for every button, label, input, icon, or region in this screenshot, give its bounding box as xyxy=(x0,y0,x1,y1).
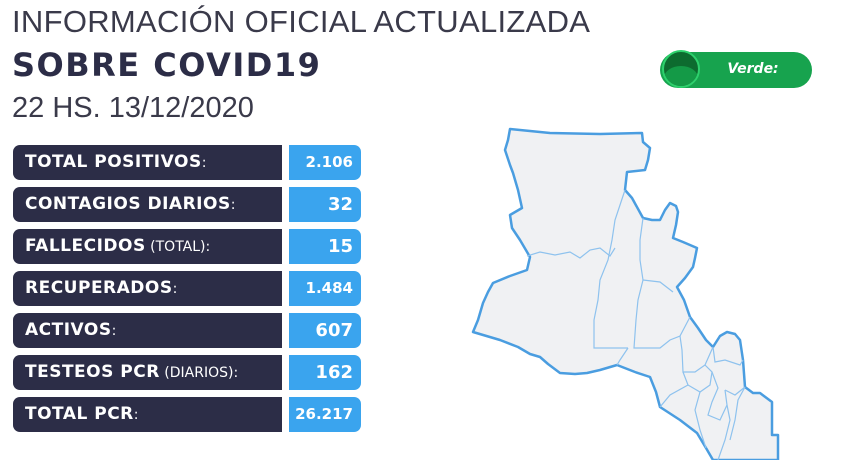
stat-label: TOTAL PCR: xyxy=(13,397,282,432)
stat-row-recuperados: RECUPERADOS: 1.484 xyxy=(13,271,361,306)
status-light-icon xyxy=(662,50,700,88)
stat-label: RECUPERADOS: xyxy=(13,271,282,306)
stat-label: ACTIVOS: xyxy=(13,313,282,348)
department-borders xyxy=(526,189,746,460)
header-datetime: 22 HS. 13/12/2020 xyxy=(12,92,254,124)
stat-value: 15 xyxy=(289,229,361,264)
stat-row-activos: ACTIVOS: 607 xyxy=(13,313,361,348)
province-outline xyxy=(471,127,780,460)
stat-row-fallecidos: FALLECIDOS (TOTAL): 15 xyxy=(13,229,361,264)
stat-value: 162 xyxy=(289,355,361,390)
stat-label: TESTEOS PCR (DIARIOS): xyxy=(13,355,282,390)
stat-value: 2.106 xyxy=(289,145,361,180)
stat-value: 26.217 xyxy=(289,397,361,432)
stat-label: TOTAL POSITIVOS: xyxy=(13,145,282,180)
header-title-line1: INFORMACIÓN OFICIAL ACTUALIZADA xyxy=(12,4,591,39)
header-title-line2: SOBRE COVID19 xyxy=(12,46,322,84)
stat-value: 607 xyxy=(289,313,361,348)
stat-label: FALLECIDOS (TOTAL): xyxy=(13,229,282,264)
stat-row-total-pcr: TOTAL PCR: 26.217 xyxy=(13,397,361,432)
stat-value: 1.484 xyxy=(289,271,361,306)
stat-label: CONTAGIOS DIARIOS: xyxy=(13,187,282,222)
stat-value: 32 xyxy=(289,187,361,222)
status-label: Verde: xyxy=(727,61,779,77)
stat-row-testeos-pcr: TESTEOS PCR (DIARIOS): 162 xyxy=(13,355,361,390)
stat-row-total-positivos: TOTAL POSITIVOS: 2.106 xyxy=(13,145,361,180)
stat-row-contagios-diarios: CONTAGIOS DIARIOS: 32 xyxy=(13,187,361,222)
